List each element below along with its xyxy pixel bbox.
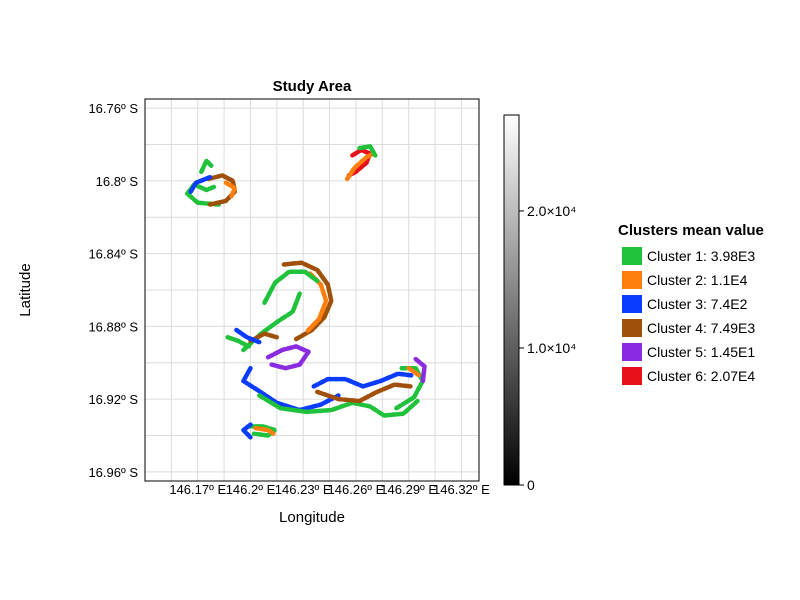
legend-entries: Cluster 1: 3.98E3 Cluster 2: 1.1E4 Cluster… — [622, 247, 755, 385]
legend: Clusters mean value Cluster 1: 3.98E3Clu… — [618, 222, 764, 385]
colorbar-ticks: 0 1.0×10⁴ 2.0×10⁴ — [519, 203, 576, 493]
reef-feature-cluster-3 — [234, 327, 264, 346]
reef-feature-cluster-2 — [344, 151, 376, 182]
reef-feature-cluster-4 — [315, 382, 413, 404]
x-tick-label: 146.32º E — [433, 482, 490, 497]
reef-feature-cluster-3 — [241, 422, 253, 440]
plot-frame — [144, 98, 480, 482]
grid — [144, 99, 479, 481]
plot-area — [144, 98, 480, 482]
y-axis-label: Latitude — [17, 263, 34, 316]
reef-feature-cluster-5 — [265, 344, 311, 371]
legend-swatch-cluster-4 — [622, 319, 642, 337]
legend-swatch-cluster-3 — [622, 295, 642, 313]
colorbar: 0 1.0×10⁴ 2.0×10⁴ — [503, 114, 576, 493]
y-axis-ticks: 16.76º S 16.8º S 16.84º S 16.88º S 16.92º S 1… — [88, 101, 138, 480]
reef-feature-cluster-3 — [188, 174, 213, 195]
legend-label-cluster-2: Cluster 2: 1.1E4 — [647, 272, 748, 288]
reef-feature-cluster-1 — [257, 393, 420, 418]
reef-feature-cluster-1 — [357, 144, 378, 158]
x-tick-label: 146.23º E — [275, 482, 332, 497]
reef-feature-cluster-1 — [199, 158, 215, 175]
reef-feature-cluster-5 — [413, 356, 427, 386]
reef-feature-cluster-2 — [406, 365, 422, 378]
legend-label-cluster-4: Cluster 4: 7.49E3 — [647, 320, 755, 336]
colorbar-tick-label: 1.0×10⁴ — [527, 340, 576, 356]
reef-feature-cluster-1 — [262, 269, 320, 305]
legend-label-cluster-3: Cluster 3: 7.4E2 — [647, 296, 748, 312]
legend-title: Clusters mean value — [618, 222, 764, 239]
colorbar-tick-label: 2.0×10⁴ — [527, 203, 576, 219]
legend-swatch-cluster-1 — [622, 247, 642, 265]
legend-swatch-cluster-6 — [622, 367, 642, 385]
reef-features — [184, 144, 427, 440]
y-tick-label: 16.88º S — [88, 319, 138, 334]
reef-feature-cluster-3 — [241, 365, 341, 413]
legend-label-cluster-6: Cluster 6: 2.07E4 — [647, 368, 755, 384]
legend-swatch-cluster-2 — [622, 271, 642, 289]
reef-feature-cluster-1 — [225, 335, 251, 349]
reef-feature-cluster-2 — [223, 180, 237, 200]
reef-feature-cluster-3 — [311, 371, 415, 389]
y-tick-label: 16.84º S — [88, 247, 138, 262]
legend-label-cluster-1: Cluster 1: 3.98E3 — [647, 248, 755, 264]
colorbar-tick-label: 0 — [527, 477, 535, 493]
legend-label-cluster-5: Cluster 5: 1.45E1 — [647, 344, 755, 360]
x-tick-label: 146.29º E — [380, 482, 437, 497]
chart-title: Study Area — [273, 78, 352, 95]
y-tick-label: 16.92º S — [88, 392, 138, 407]
y-tick-label: 16.8º S — [96, 174, 139, 189]
reef-feature-cluster-2 — [253, 425, 276, 436]
colorbar-gradient — [503, 114, 520, 486]
x-axis-label: Longitude — [279, 509, 345, 526]
x-tick-label: 146.17º E — [169, 482, 226, 497]
y-tick-label: 16.96º S — [88, 465, 138, 480]
reef-feature-cluster-4 — [281, 260, 334, 342]
legend-swatch-cluster-5 — [622, 343, 642, 361]
x-tick-label: 146.2º E — [226, 482, 276, 497]
y-tick-label: 16.76º S — [88, 101, 138, 116]
x-tick-label: 146.26º E — [328, 482, 385, 497]
